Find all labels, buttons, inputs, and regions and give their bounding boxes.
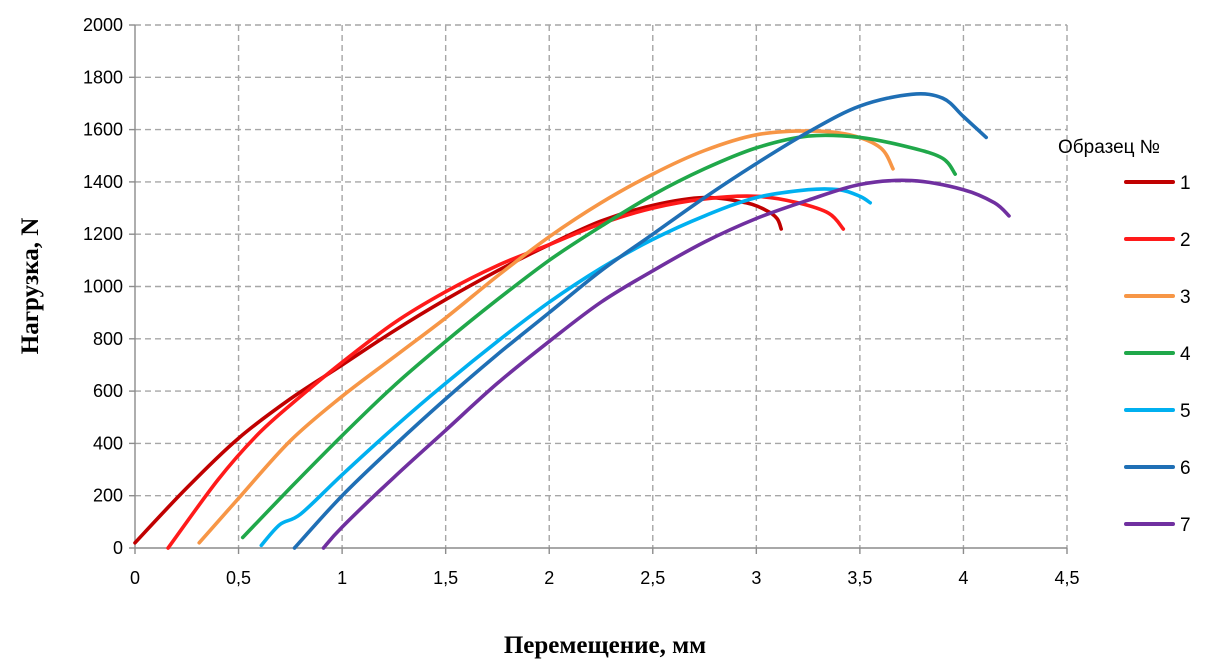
legend-label-7: 7 [1180,515,1191,536]
y-tick-label: 1400 [83,172,123,192]
legend-title: Образец № [1058,137,1160,158]
y-axis-title: Нагрузка, N [17,218,44,355]
y-tick-label: 0 [113,538,123,558]
y-tick-label: 1600 [83,120,123,140]
y-tick-label: 1000 [83,277,123,297]
x-tick-label: 3,5 [847,568,872,588]
legend-label-3: 3 [1180,287,1191,308]
tick-labels: 0 0,5 1 1,5 2 2,5 3 3,5 4 4,5 0 200 400 600 800 1000 120… [83,15,1080,588]
legend-label-4: 4 [1180,344,1191,365]
legend-label-6: 6 [1180,458,1191,479]
legend-label-5: 5 [1180,401,1191,422]
series-line-1 [133,195,783,545]
y-tick-label: 1800 [83,67,123,87]
axes [129,24,1068,554]
x-tick-label: 2 [544,568,554,588]
series-line-3 [197,129,895,545]
series-lines [133,92,1011,550]
series-line-5 [259,187,872,548]
x-tick-label: 0 [130,568,140,588]
series-line-2 [166,194,846,550]
x-tick-label: 3 [751,568,761,588]
grid [135,24,1068,548]
y-tick-label: 400 [93,433,123,453]
y-tick-label: 2000 [83,15,123,35]
legend-label-1: 1 [1180,173,1191,194]
x-tick-label: 1,5 [433,568,458,588]
series-line-4 [240,133,957,540]
x-tick-label: 2,5 [640,568,665,588]
legend: Образец № 1 2 3 4 5 6 7 [1058,137,1191,536]
legend-label-2: 2 [1180,230,1191,251]
y-tick-label: 800 [93,329,123,349]
y-tick-label: 600 [93,381,123,401]
x-tick-label: 0,5 [226,568,251,588]
series-line-7 [321,178,1011,550]
x-tick-label: 4,5 [1054,568,1079,588]
y-tick-label: 1200 [83,224,123,244]
y-tick-label: 200 [93,486,123,506]
series-line-6 [292,92,988,550]
x-axis-title: Перемещение, мм [504,632,706,659]
x-tick-label: 4 [958,568,968,588]
legend-items: 1 2 3 4 5 6 7 [1124,173,1191,536]
x-tick-label: 1 [337,568,347,588]
